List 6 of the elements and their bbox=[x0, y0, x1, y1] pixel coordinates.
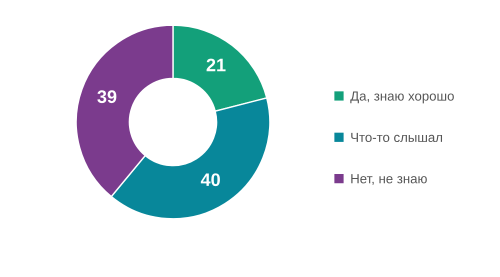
legend-label: Что-то слышал bbox=[351, 132, 442, 142]
data-label: 39 bbox=[97, 90, 116, 104]
data-label: 21 bbox=[206, 58, 226, 72]
legend-label: Нет, не знаю bbox=[351, 174, 427, 185]
data-label: 40 bbox=[200, 173, 220, 186]
legend-label: Да, знаю хорошо bbox=[350, 92, 454, 104]
